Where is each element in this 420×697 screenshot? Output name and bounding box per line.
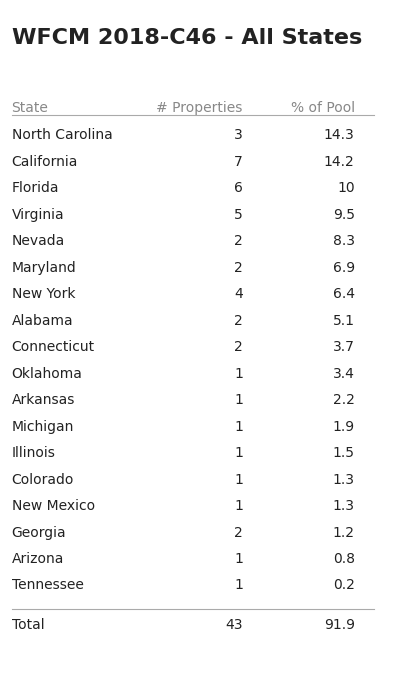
Text: 1: 1 [234, 552, 243, 566]
Text: 9.5: 9.5 [333, 208, 354, 222]
Text: Arizona: Arizona [12, 552, 64, 566]
Text: 1: 1 [234, 420, 243, 434]
Text: 1: 1 [234, 393, 243, 407]
Text: 1.2: 1.2 [333, 526, 354, 539]
Text: 1.5: 1.5 [333, 446, 354, 460]
Text: Colorado: Colorado [12, 473, 74, 487]
Text: 4: 4 [234, 287, 243, 301]
Text: 6: 6 [234, 181, 243, 195]
Text: Virginia: Virginia [12, 208, 64, 222]
Text: New York: New York [12, 287, 75, 301]
Text: 43: 43 [226, 618, 243, 632]
Text: 2: 2 [234, 526, 243, 539]
Text: 1: 1 [234, 446, 243, 460]
Text: 1.3: 1.3 [333, 499, 354, 513]
Text: 1: 1 [234, 499, 243, 513]
Text: 2: 2 [234, 234, 243, 248]
Text: Alabama: Alabama [12, 314, 73, 328]
Text: Oklahoma: Oklahoma [12, 367, 82, 381]
Text: California: California [12, 155, 78, 169]
Text: Maryland: Maryland [12, 261, 76, 275]
Text: North Carolina: North Carolina [12, 128, 112, 142]
Text: # Properties: # Properties [157, 101, 243, 115]
Text: Nevada: Nevada [12, 234, 65, 248]
Text: 7: 7 [234, 155, 243, 169]
Text: WFCM 2018-C46 - All States: WFCM 2018-C46 - All States [12, 28, 362, 48]
Text: 2: 2 [234, 261, 243, 275]
Text: 91.9: 91.9 [324, 618, 354, 632]
Text: Connecticut: Connecticut [12, 340, 95, 354]
Text: 5: 5 [234, 208, 243, 222]
Text: 2: 2 [234, 314, 243, 328]
Text: Florida: Florida [12, 181, 59, 195]
Text: New Mexico: New Mexico [12, 499, 95, 513]
Text: 10: 10 [337, 181, 354, 195]
Text: 3.7: 3.7 [333, 340, 354, 354]
Text: Total: Total [12, 618, 44, 632]
Text: 5.1: 5.1 [333, 314, 354, 328]
Text: 3.4: 3.4 [333, 367, 354, 381]
Text: 3: 3 [234, 128, 243, 142]
Text: 1: 1 [234, 473, 243, 487]
Text: 8.3: 8.3 [333, 234, 354, 248]
Text: Tennessee: Tennessee [12, 579, 84, 592]
Text: 6.4: 6.4 [333, 287, 354, 301]
Text: 6.9: 6.9 [333, 261, 354, 275]
Text: % of Pool: % of Pool [291, 101, 354, 115]
Text: 0.8: 0.8 [333, 552, 354, 566]
Text: 14.3: 14.3 [324, 128, 354, 142]
Text: 14.2: 14.2 [324, 155, 354, 169]
Text: 1: 1 [234, 367, 243, 381]
Text: State: State [12, 101, 48, 115]
Text: Michigan: Michigan [12, 420, 74, 434]
Text: Illinois: Illinois [12, 446, 55, 460]
Text: 0.2: 0.2 [333, 579, 354, 592]
Text: Arkansas: Arkansas [12, 393, 75, 407]
Text: 1.3: 1.3 [333, 473, 354, 487]
Text: 1.9: 1.9 [333, 420, 354, 434]
Text: 2: 2 [234, 340, 243, 354]
Text: 2.2: 2.2 [333, 393, 354, 407]
Text: Georgia: Georgia [12, 526, 66, 539]
Text: 1: 1 [234, 579, 243, 592]
